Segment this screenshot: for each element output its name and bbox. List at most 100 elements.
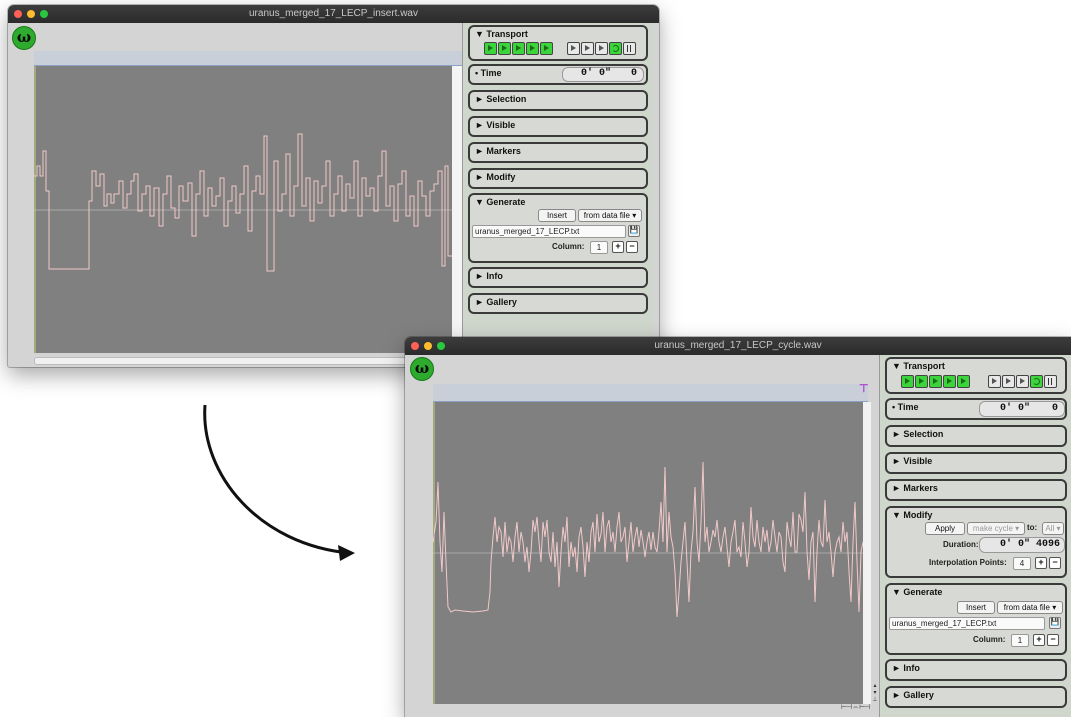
close-window-icon[interactable] [411, 342, 419, 350]
modify-action-dropdown[interactable]: make cycle ▾ [967, 522, 1025, 535]
duration-display[interactable]: 0' 0" 4096 [979, 537, 1065, 553]
apply-button[interactable]: Apply [925, 522, 965, 535]
play-visible-icon[interactable] [957, 375, 970, 388]
column-field[interactable]: 1 [1011, 634, 1029, 647]
window-titlebar[interactable]: uranus_merged_17_LECP_cycle.wav [405, 337, 1071, 355]
save-icon[interactable]: 💾 [1049, 617, 1061, 629]
pause-icon[interactable] [623, 42, 636, 55]
playhead-marker-icon[interactable]: ⊤ [859, 383, 869, 395]
play-to-end-icon[interactable] [929, 375, 942, 388]
modify-title[interactable]: ▼ Modify [892, 510, 933, 520]
visible-title[interactable]: ► Visible [892, 456, 933, 466]
gallery-section[interactable]: ► Gallery [468, 293, 648, 314]
omega-logo-icon[interactable]: ω [410, 357, 434, 381]
omega-logo-icon[interactable]: ω [12, 26, 36, 50]
play-icon[interactable] [484, 42, 497, 55]
selection-title[interactable]: ► Selection [892, 429, 944, 439]
fast-forward-icon[interactable] [1016, 375, 1029, 388]
modify-title[interactable]: ► Modify [475, 172, 516, 182]
time-section: • Time 0' 0" 0 [468, 64, 648, 85]
rewind-start-icon[interactable] [567, 42, 580, 55]
vertical-scroll-strip[interactable] [863, 402, 871, 704]
control-panel: ▼ Transport • Time 0' 0" 0 ► Selection ►… [879, 355, 1071, 717]
gallery-title[interactable]: ► Gallery [475, 297, 517, 307]
info-title[interactable]: ► Info [892, 663, 920, 673]
pause-icon[interactable] [1044, 375, 1057, 388]
timeline-ruler[interactable] [433, 384, 868, 402]
source-dropdown[interactable]: from data file ▾ [997, 601, 1063, 614]
save-icon[interactable]: 💾 [628, 225, 640, 237]
column-minus-button[interactable]: − [1047, 634, 1059, 646]
modify-section[interactable]: ► Modify [468, 168, 648, 189]
transport-section: ▼ Transport [885, 357, 1067, 394]
column-field[interactable]: 1 [590, 241, 608, 254]
vertical-zoom-controls[interactable]: ▴ ▾ ⊥ [872, 683, 878, 703]
insert-button[interactable]: Insert [538, 209, 576, 222]
gallery-section[interactable]: ► Gallery [885, 686, 1067, 708]
loop-sync-icon[interactable] [1030, 375, 1043, 388]
control-panel: ▼ Transport • Time 0' 0" 0 ► Selection ►… [462, 23, 653, 367]
play-visible-icon[interactable] [540, 42, 553, 55]
time-value: 0' 0" [581, 68, 612, 79]
time-title[interactable]: • Time [892, 402, 919, 412]
selection-title[interactable]: ► Selection [475, 94, 527, 104]
waveform-view[interactable] [34, 66, 452, 353]
time-value: 0' 0" [1000, 403, 1031, 414]
source-dropdown[interactable]: from data file ▾ [578, 209, 642, 222]
interpolation-minus-button[interactable]: − [1049, 557, 1061, 569]
time-section: • Time 0' 0" 0 [885, 398, 1067, 420]
visible-section[interactable]: ► Visible [885, 452, 1067, 474]
modify-section: ▼ Modify Apply make cycle ▾ to: All ▾ Du… [885, 506, 1067, 578]
markers-section[interactable]: ► Markers [885, 479, 1067, 501]
selection-section[interactable]: ► Selection [885, 425, 1067, 447]
close-window-icon[interactable] [14, 10, 22, 18]
column-minus-button[interactable]: − [626, 241, 638, 253]
zoom-window-icon[interactable] [437, 342, 445, 350]
play-to-end-icon[interactable] [512, 42, 525, 55]
loop-sync-icon[interactable] [609, 42, 622, 55]
zoom-window-icon[interactable] [40, 10, 48, 18]
visible-title[interactable]: ► Visible [475, 120, 516, 130]
transport-section: ▼ Transport [468, 25, 648, 61]
play-selection-icon[interactable] [498, 42, 511, 55]
horizontal-scrollbar[interactable] [34, 357, 464, 365]
info-section[interactable]: ► Info [885, 659, 1067, 681]
info-section[interactable]: ► Info [468, 267, 648, 288]
insert-button[interactable]: Insert [957, 601, 995, 614]
play-loop-icon[interactable] [943, 375, 956, 388]
column-plus-button[interactable]: + [1033, 634, 1045, 646]
markers-title[interactable]: ► Markers [475, 146, 521, 156]
column-plus-button[interactable]: + [612, 241, 624, 253]
timeline-ruler[interactable] [34, 51, 462, 66]
waveform-view[interactable] [433, 402, 863, 704]
generate-title[interactable]: ▼ Generate [892, 587, 943, 597]
rewind-icon[interactable] [1002, 375, 1015, 388]
waveform-plot [433, 402, 863, 704]
transport-title[interactable]: ▼ Transport [475, 29, 528, 39]
interpolation-points-field[interactable]: 4 [1013, 557, 1031, 570]
transport-title[interactable]: ▼ Transport [892, 361, 945, 371]
play-icon[interactable] [901, 375, 914, 388]
selection-section[interactable]: ► Selection [468, 90, 648, 111]
to-dropdown[interactable]: All ▾ [1042, 522, 1064, 535]
markers-title[interactable]: ► Markers [892, 483, 938, 493]
visible-section[interactable]: ► Visible [468, 116, 648, 137]
minimize-window-icon[interactable] [27, 10, 35, 18]
rewind-icon[interactable] [581, 42, 594, 55]
interpolation-plus-button[interactable]: + [1035, 557, 1047, 569]
zoom-controls[interactable]: ⊢⊣ ⇔ ⊢⊣ [841, 704, 870, 711]
gallery-title[interactable]: ► Gallery [892, 690, 934, 700]
fast-forward-icon[interactable] [595, 42, 608, 55]
rewind-start-icon[interactable] [988, 375, 1001, 388]
time-title[interactable]: • Time [475, 68, 502, 78]
play-selection-icon[interactable] [915, 375, 928, 388]
generate-title[interactable]: ▼ Generate [475, 197, 526, 207]
data-file-field[interactable]: uranus_merged_17_LECP.txt [472, 225, 626, 238]
data-file-field[interactable]: uranus_merged_17_LECP.txt [889, 617, 1045, 630]
play-loop-icon[interactable] [526, 42, 539, 55]
info-title[interactable]: ► Info [475, 271, 503, 281]
window-titlebar[interactable]: uranus_merged_17_LECP_insert.wav [8, 5, 659, 23]
waveform-overview-strip[interactable] [452, 66, 462, 353]
markers-section[interactable]: ► Markers [468, 142, 648, 163]
minimize-window-icon[interactable] [424, 342, 432, 350]
